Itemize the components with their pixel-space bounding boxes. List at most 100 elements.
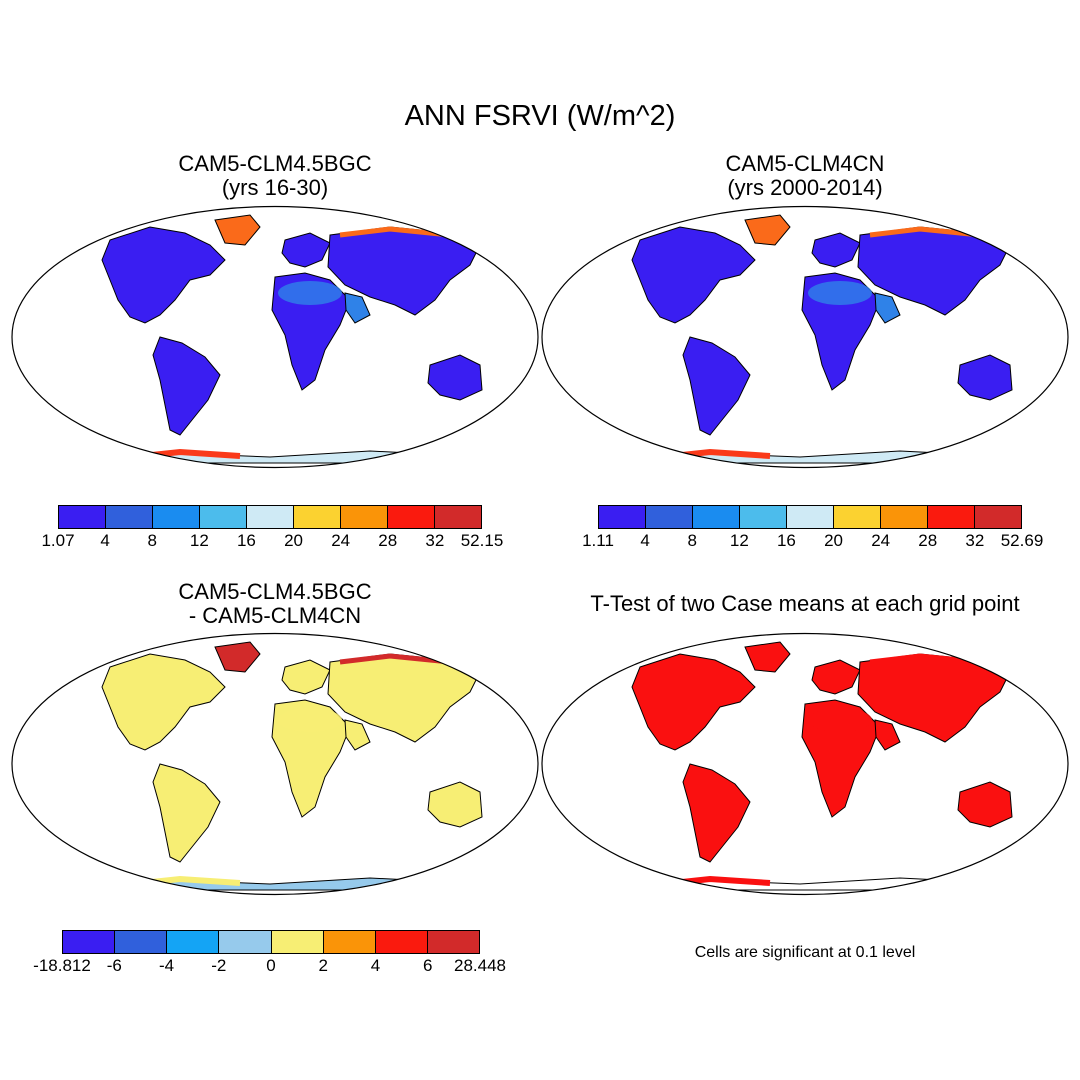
colorbar-swatch [271, 931, 324, 953]
map-content [94, 641, 486, 891]
sahara-region [808, 708, 872, 732]
colorbar-tick-label: 20 [284, 531, 304, 550]
colorbar-ticks: -18.812 -6 -4 -2 0 2 4 6 28.448 [33, 954, 506, 976]
colorbar-tick-label: 24 [331, 531, 351, 550]
colorbar-tick-label: 8 [687, 531, 697, 550]
north-america-region [631, 226, 756, 324]
arabia-region [874, 719, 901, 751]
map-outline [11, 632, 539, 896]
arctic-band [339, 653, 451, 665]
colorbar-tick-label: 16 [236, 531, 256, 550]
colorbar-swatch [115, 931, 168, 953]
colorbar-swatch [427, 931, 479, 953]
sahara-region [808, 281, 872, 305]
arctic-band [339, 226, 451, 238]
europe-region [281, 659, 331, 695]
colorbar-tick-label: 12 [729, 531, 749, 550]
colorbar-tick-label: 52.15 [460, 531, 504, 550]
colorbar-swatch [59, 506, 106, 528]
colorbar-swatch [975, 506, 1021, 528]
greenland-region [214, 214, 261, 246]
colorbar-tick-label: -2 [211, 956, 227, 975]
panel-3-title: CAM5-CLM4.5BGC - CAM5-CLM4CN [110, 580, 440, 628]
colorbar-panel-2: 1.11 4 8 12 16 20 24 28 32 52.69 [582, 505, 1043, 551]
colorbar-swatches [62, 930, 480, 954]
south-america-region [152, 336, 221, 436]
arctic-band [869, 653, 981, 665]
panel-1-title-line1: CAM5-CLM4.5BGC [178, 151, 372, 176]
colorbar-panel-1: 1.07 4 8 12 16 20 24 28 32 52.15 [41, 505, 503, 551]
map-outline [11, 205, 539, 469]
map-panel-3 [11, 632, 539, 896]
map-panel-2 [541, 205, 1069, 469]
panel-4-title: T-Test of two Case means at each grid po… [545, 592, 1065, 616]
colorbar-swatch [787, 506, 834, 528]
colorbar-swatch [740, 506, 787, 528]
colorbar-tick-label: -6 [106, 956, 122, 975]
europe-region [281, 232, 331, 268]
colorbar-swatch [323, 931, 376, 953]
colorbar-tick-label: 4 [640, 531, 650, 550]
australia-region [957, 354, 1013, 401]
colorbar-tick-label: -4 [158, 956, 175, 975]
north-america-region [101, 653, 226, 751]
arctic-band [869, 226, 981, 238]
colorbar-tick-label: 1.11 [582, 531, 614, 550]
colorbar-tick-label: 0 [266, 956, 276, 975]
arabia-region [344, 719, 371, 751]
colorbar-swatch [646, 506, 693, 528]
colorbar-tick-label: 8 [147, 531, 157, 550]
map-outline [541, 632, 1069, 896]
arabia-region [344, 292, 371, 324]
colorbar-tick-label: 32 [425, 531, 445, 550]
map-panel-1 [11, 205, 539, 469]
colorbar-swatch [294, 506, 341, 528]
colorbar-tick-label: 4 [370, 956, 381, 975]
panel-3-title-line2: - CAM5-CLM4CN [188, 603, 362, 628]
arabia-region [874, 292, 901, 324]
colorbar-tick-label: 28 [918, 531, 938, 550]
colorbar-swatch [693, 506, 740, 528]
colorbar-tick-label: 28.448 [454, 956, 506, 975]
panel-2-title: CAM5-CLM4CN (yrs 2000-2014) [650, 152, 960, 200]
north-america-region [101, 226, 226, 324]
sahara-region [278, 708, 342, 732]
colorbar-tick-label: 2 [318, 956, 328, 975]
colorbar-ticks: 1.11 4 8 12 16 20 24 28 32 52.69 [582, 529, 1043, 551]
colorbar-tick-label: 1.07 [41, 531, 75, 550]
south-america-region [682, 763, 751, 863]
colorbar-tick-label: 12 [189, 531, 209, 550]
greenland-region [744, 641, 791, 673]
australia-region [427, 354, 483, 401]
colorbar-swatch [599, 506, 646, 528]
colorbar-swatch [63, 931, 116, 953]
colorbar-swatch [153, 506, 200, 528]
colorbar-swatch [375, 931, 428, 953]
colorbar-swatch [200, 506, 247, 528]
colorbar-tick-label: 24 [871, 531, 891, 550]
colorbar-tick-label: 52.69 [1000, 531, 1044, 550]
europe-region [811, 659, 861, 695]
colorbar-panel-3: -18.812 -6 -4 -2 0 2 4 6 28.448 [33, 930, 506, 976]
australia-region [957, 781, 1013, 828]
colorbar-tick-label: 4 [100, 531, 110, 550]
map-content [94, 214, 486, 464]
colorbar-tick-label: 6 [423, 956, 433, 975]
greenland-region [214, 641, 261, 673]
colorbar-swatch [341, 506, 388, 528]
map-panel-4 [541, 632, 1069, 896]
map-content [624, 641, 1016, 891]
colorbar-swatch [881, 506, 928, 528]
colorbar-tick-label: -18.812 [33, 956, 91, 975]
colorbar-swatch [247, 506, 294, 528]
colorbar-swatch [435, 506, 481, 528]
colorbar-swatch [834, 506, 881, 528]
panel-2-title-line1: CAM5-CLM4CN [725, 151, 885, 176]
south-america-region [682, 336, 751, 436]
panel-1-title-line2: (yrs 16-30) [221, 175, 329, 200]
colorbar-swatch [167, 931, 220, 953]
colorbar-tick-label: 16 [776, 531, 796, 550]
colorbar-swatch [219, 931, 272, 953]
greenland-region [744, 214, 791, 246]
significance-note: Cells are significant at 0.1 level [694, 944, 916, 961]
